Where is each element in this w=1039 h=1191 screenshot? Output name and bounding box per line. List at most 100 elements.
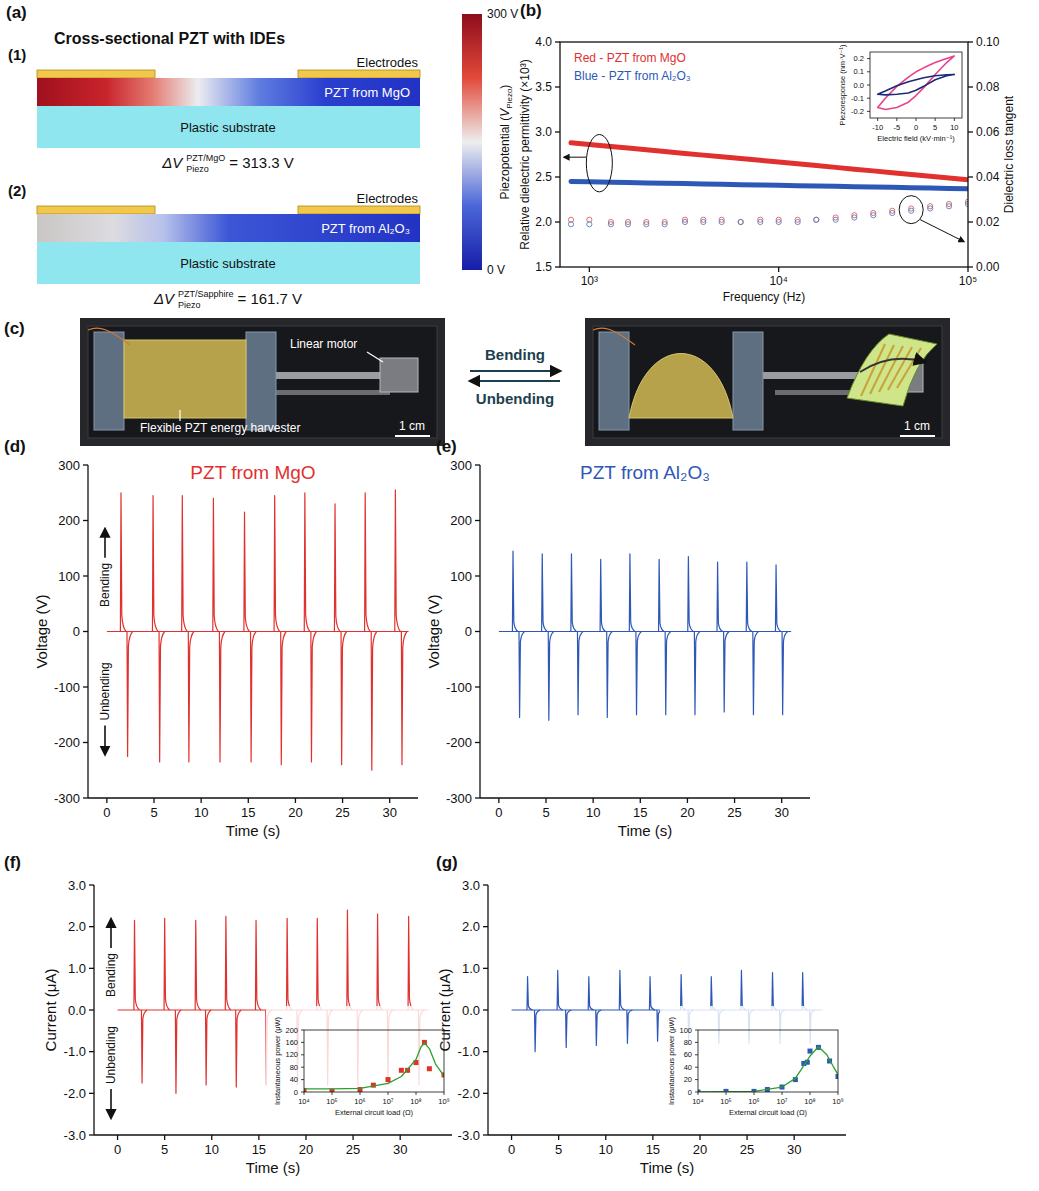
y-tick-label: 0: [294, 1088, 298, 1097]
y2-tick: [968, 176, 973, 177]
electrodes-label: Electrodes: [357, 55, 419, 70]
y2-tick-label: 0.02: [976, 215, 1000, 229]
x-tick-label: 5: [555, 1142, 562, 1157]
x-axis-title: Time (s): [226, 822, 280, 839]
x-tick-label: 0: [914, 123, 918, 132]
spike: [694, 632, 700, 715]
y-tick-label: 3.0: [535, 125, 552, 139]
data-line: [698, 1047, 838, 1092]
x-tick-label: 10⁸: [410, 1097, 422, 1106]
delta-v-sub: Piezo: [178, 300, 201, 310]
x-axis-title: Time (s): [640, 1159, 694, 1176]
callout-ellipse: [899, 196, 923, 224]
x-tick: [916, 118, 917, 121]
spike: [519, 632, 525, 718]
delta-v-symbol: ΔV: [161, 154, 184, 171]
electrodes-label: Electrodes: [357, 191, 419, 206]
y2-tick-label: 0.06: [976, 125, 1000, 139]
y-tick: [475, 631, 480, 632]
y-axis-title: Current (μA): [42, 969, 59, 1052]
x-tick-label: 5: [933, 123, 937, 132]
panel-label: (a): [6, 3, 27, 22]
panel-c: (c)1 cmLinear motorFlexible PZT energy h…: [4, 318, 950, 446]
x-tick: [687, 798, 688, 803]
photo: 1 cmLinear motorFlexible PZT energy harv…: [80, 318, 445, 446]
x-axis-line: [488, 1134, 846, 1135]
spike: [772, 973, 778, 1011]
x-tick: [352, 1135, 353, 1140]
x-tick-label: 10³: [581, 274, 598, 288]
data-point: [852, 215, 857, 220]
data-line: [571, 143, 968, 180]
layer-label: PZT from MgO: [324, 85, 410, 100]
pzt-layer: [37, 78, 420, 106]
x-tick: [498, 798, 499, 803]
y-tick: [555, 41, 560, 42]
y-tick: [483, 926, 488, 927]
x-tick: [754, 1092, 755, 1095]
data-point: [568, 222, 573, 227]
y-tick-label: 300: [450, 458, 472, 473]
panel-a: (a)Cross-sectional PZT with IDEs(1)Elect…: [6, 3, 518, 310]
y2-tick: [968, 131, 973, 132]
x-tick: [416, 1092, 417, 1095]
spike: [244, 512, 250, 631]
data-point: [625, 222, 630, 227]
x-tick: [444, 1092, 445, 1095]
x-tick: [106, 798, 107, 803]
spike: [775, 565, 781, 632]
spike: [512, 551, 518, 631]
y-tick-label: -100: [54, 680, 80, 695]
y-tick-label: 1.0: [462, 961, 480, 976]
y-tick-label: -100: [446, 680, 472, 695]
threaded-rod: [270, 390, 390, 395]
substrate: [37, 106, 420, 148]
x-tick-label: 10: [599, 1142, 613, 1157]
y-tick: [695, 1067, 698, 1068]
x-tick: [295, 798, 296, 803]
data-point: [608, 222, 613, 227]
data-point: [682, 219, 687, 224]
x-tick: [734, 798, 735, 803]
x-tick-label: 10: [950, 123, 958, 132]
delta-v-value: = 313.3 V: [229, 154, 294, 171]
x-axis-title: Time (s): [246, 1159, 300, 1176]
y-tick-label: 100: [679, 1026, 692, 1035]
spike: [182, 496, 188, 632]
x-tick: [545, 798, 546, 803]
chart: 10³10⁴10⁵1.52.02.53.03.54.00.000.020.040…: [518, 1, 1016, 304]
y-tick: [89, 1093, 94, 1094]
spike: [659, 559, 665, 631]
y-tick: [475, 464, 480, 465]
y-tick-label: -3.0: [64, 1128, 86, 1143]
x-tick: [304, 1092, 305, 1095]
data-point: [662, 222, 667, 227]
plot-data: [698, 1045, 838, 1092]
colorbar-title-part: Piezopotential (: [498, 117, 512, 200]
chart: 051015202530-300-200-1000100200300Time (…: [425, 437, 810, 839]
x-tick: [153, 798, 154, 803]
data-point: [909, 208, 914, 213]
spike: [746, 562, 752, 631]
chart: 051015202530-3.0-2.0-1.00.01.02.03.0Time…: [436, 853, 846, 1176]
electrode: [37, 70, 155, 78]
x-tick-label: 30: [787, 1142, 801, 1157]
y-tick: [83, 686, 88, 687]
data-point: [871, 213, 876, 218]
x-axis-title: Frequency (Hz): [723, 290, 806, 304]
plot-data: [107, 490, 409, 770]
annotation-arrow: [104, 725, 106, 754]
y-tick-label: -1.0: [64, 1044, 86, 1059]
y-tick-label: -1.0: [458, 1044, 480, 1059]
x-tick-label: 5: [150, 805, 157, 820]
scale-bar-label: 1 cm: [904, 419, 930, 433]
x-tick: [896, 118, 897, 121]
scale-bar-label: 1 cm: [399, 419, 425, 433]
inset-background: [834, 44, 967, 146]
y-tick: [555, 176, 560, 177]
x-tick-label: 10⁴: [298, 1097, 310, 1106]
data-line: [571, 182, 968, 189]
spike: [395, 490, 401, 632]
photo-background: [585, 318, 950, 446]
x-tick: [794, 1135, 795, 1140]
